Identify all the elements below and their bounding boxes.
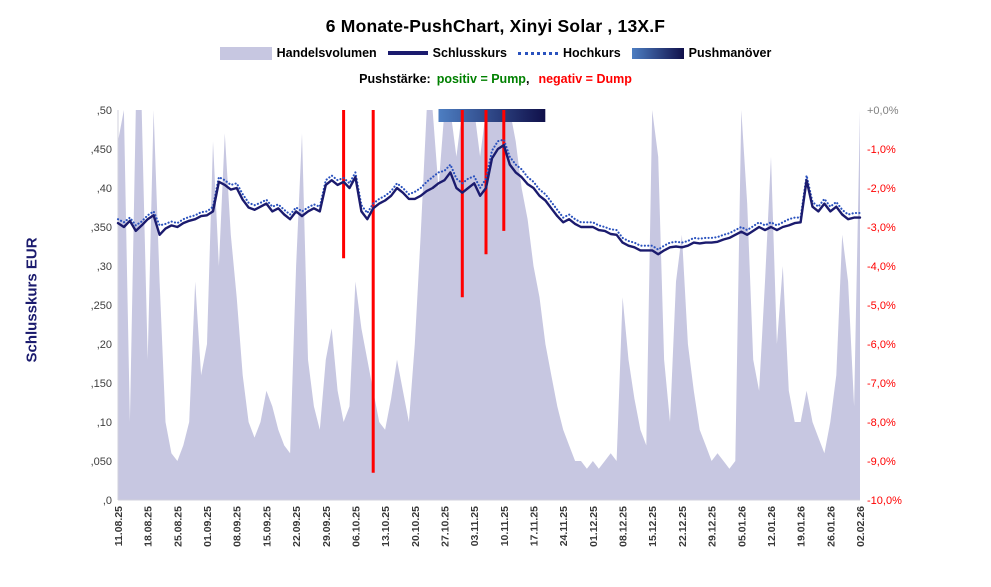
legend-label-volume: Handelsvolumen [276,46,377,60]
y-left-tick-label: ,10 [97,417,112,429]
x-tick-label: 27.10.25 [440,506,452,547]
x-tick-label: 19.01.26 [796,506,808,547]
volume-area [118,110,860,500]
chart-legend: Handelsvolumen Schlusskurs Hochkurs Push… [0,46,991,60]
y-right-tick-label: -8,0% [867,417,896,429]
y-left-tick-label: ,150 [91,378,112,390]
x-tick-label: 08.09.25 [232,506,244,547]
legend-item-close: Schlusskurs [387,46,508,60]
x-tick-label: 17.11.25 [529,506,541,546]
y-left-tick-label: ,250 [91,300,112,312]
legend-label-push: Pushmanöver [688,46,772,60]
x-tick-label: 10.11.25 [499,506,511,546]
subtitle-separator: , [525,72,530,86]
x-tick-label: 12.01.26 [766,506,778,547]
y-right-tick-label: +0,0% [867,105,899,117]
x-tick-label: 22.12.25 [677,506,689,547]
x-tick-label: 26.01.26 [825,506,837,547]
close-line-swatch-icon [387,51,428,55]
volume-swatch-icon [219,46,272,60]
y-left-tick-label: ,350 [91,222,112,234]
chart-canvas: ,50 ,450 ,40 ,350 ,30 ,250 ,20 ,150 ,10 ,050 ,0 +0,… [91,105,902,547]
x-tick-label: 29.12.25 [707,506,719,547]
y-right-tick-label: -5,0% [867,300,896,312]
y-right-tick-label: -2,0% [867,183,896,195]
y-left-tick-label: ,40 [97,183,112,195]
legend-item-push: Pushmanöver [631,46,772,60]
x-tick-label: 02.02.26 [855,506,867,547]
pump-label: positiv = Pump [436,72,526,86]
push-manoeuvre-bar [438,109,546,122]
x-tick-label: 24.11.25 [558,506,570,546]
y-right-tick-label: -9,0% [867,456,896,468]
x-tick-label: 13.10.25 [380,506,392,547]
y-right-tick-label: -1,0% [867,144,896,156]
y-left-tick-label: ,0 [103,495,112,507]
x-tick-label: 01.09.25 [202,506,214,547]
subtitle-prefix: Pushstärke: [359,72,431,86]
legend-label-high: Hochkurs [563,46,621,60]
y-left-tick-label: ,50 [97,105,112,117]
legend-label-close: Schlusskurs [432,46,508,60]
y-left-tick-label: ,450 [91,144,112,156]
x-tick-label: 15.09.25 [261,506,273,547]
push-strength-subtitle: Pushstärke: positiv = Pump, negativ = Dump [0,72,991,86]
y-right-tick-label: -4,0% [867,261,896,273]
x-tick-label: 29.09.25 [321,506,333,547]
y-right-tick-label: -6,0% [867,339,896,351]
x-tick-label: 11.08.25 [113,506,125,546]
y-left-tick-label: ,30 [97,261,112,273]
x-tick-label: 03.11.25 [469,506,481,546]
close-price-line [116,143,862,256]
y-left-tick-label: ,20 [97,339,112,351]
high-dotted-swatch-icon [518,51,559,55]
x-tick-label: 08.12.25 [618,506,630,547]
x-tick-label: 20.10.25 [410,506,422,547]
y-right-tick-label: -3,0% [867,222,896,234]
legend-item-high: Hochkurs [518,46,621,60]
x-tick-label: 01.12.25 [588,506,600,547]
y-right-tick-label: -10,0% [867,495,902,507]
legend-item-volume: Handelsvolumen [219,46,377,60]
y-left-tick-label: ,050 [91,456,112,468]
y-right-tick-label: -7,0% [867,378,896,390]
push-gradient-swatch-icon [631,47,684,59]
x-tick-label: 06.10.25 [350,506,362,547]
x-tick-label: 05.01.26 [736,506,748,547]
x-tick-label: 18.08.25 [143,506,155,547]
x-tick-label: 22.09.25 [291,506,303,547]
x-tick-label: 25.08.25 [172,506,184,547]
dump-label: negativ = Dump [538,72,632,86]
x-tick-label: 15.12.25 [647,506,659,547]
chart-title: 6 Monate-PushChart, Xinyi Solar , 13X.F [325,16,666,36]
